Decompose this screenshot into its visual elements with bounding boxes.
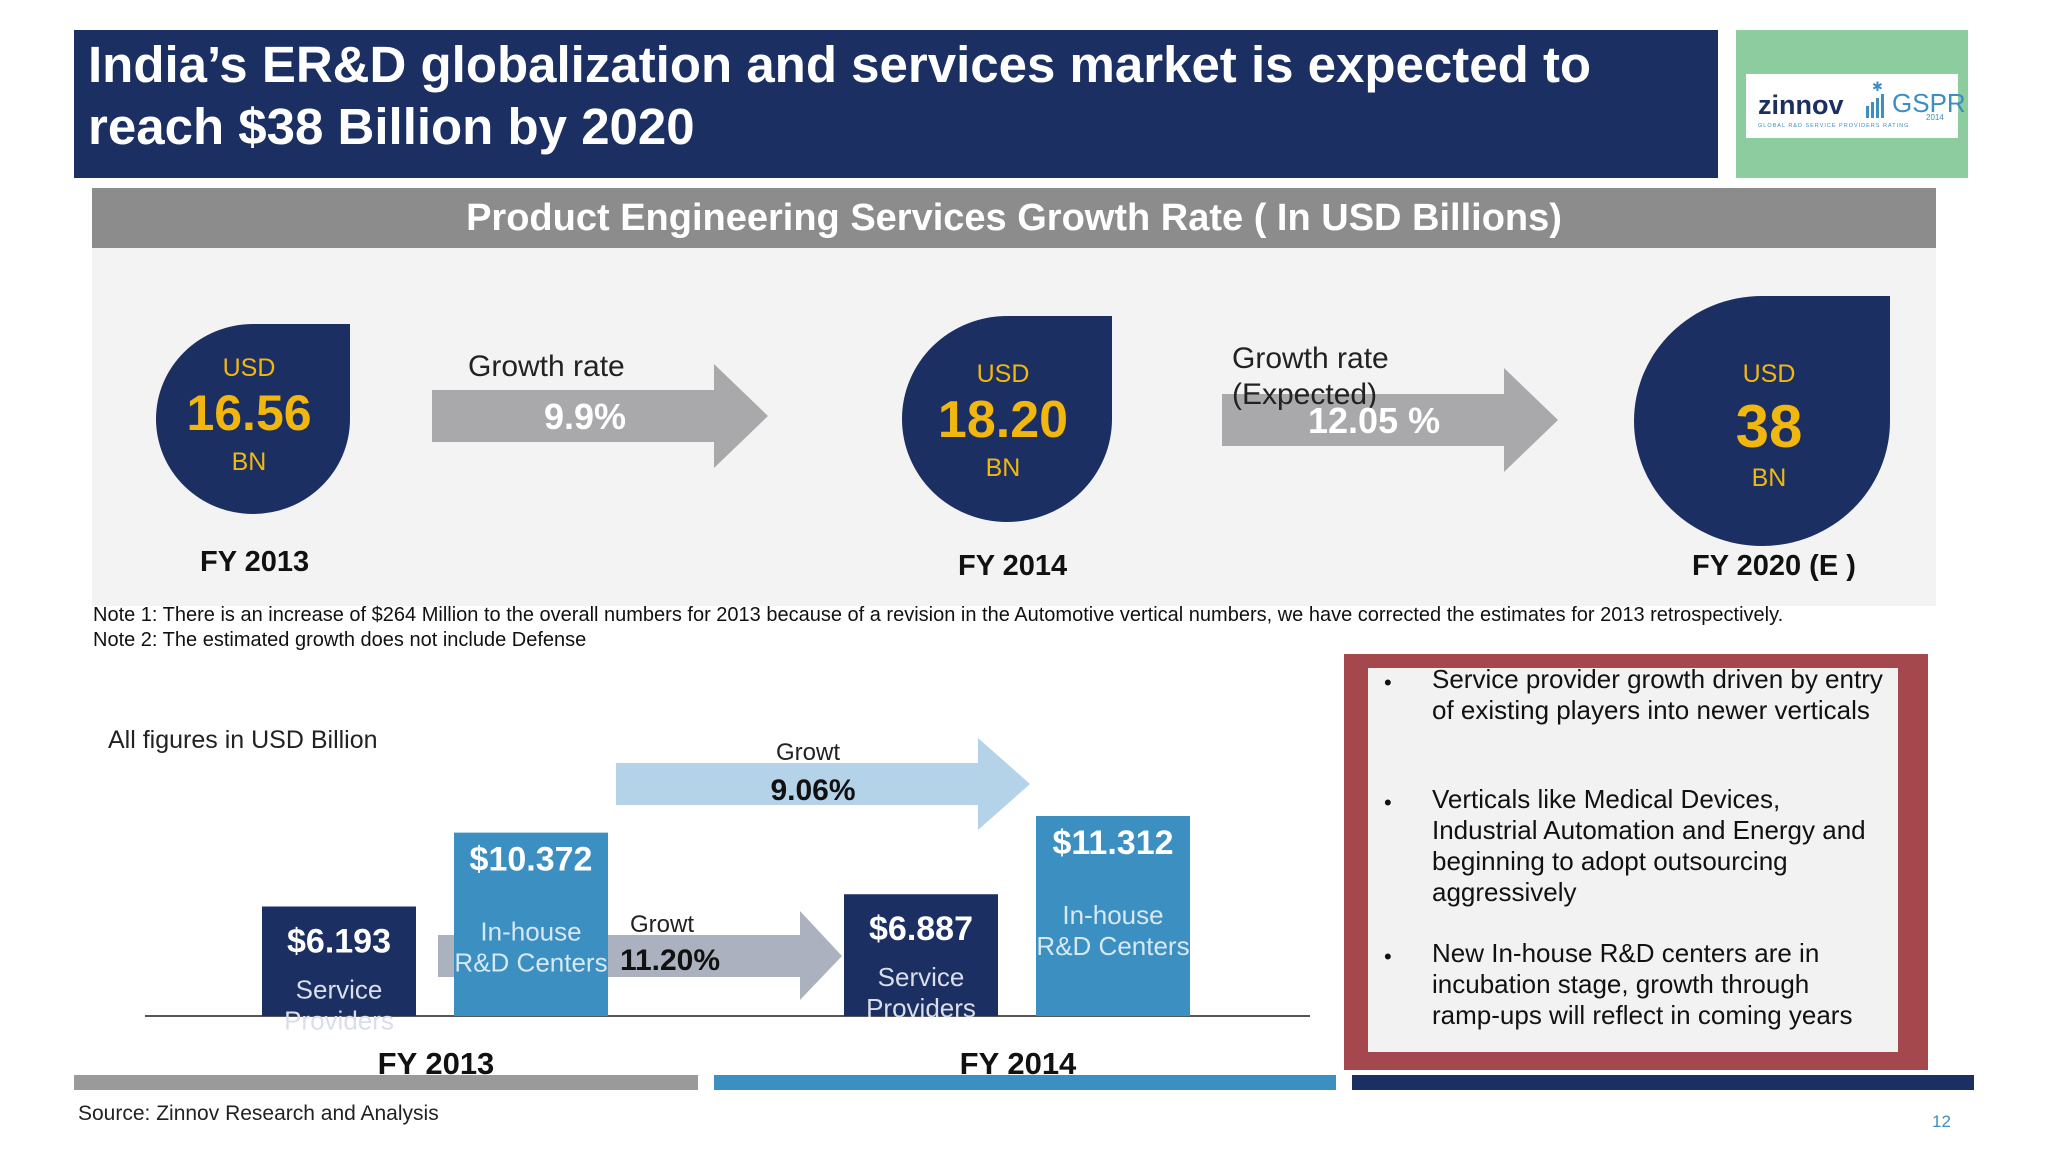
logo-card <box>1746 74 1958 138</box>
growth-value: 11.20% <box>620 944 720 977</box>
drop-value: 16.56 <box>186 385 312 441</box>
bar-service-providers <box>262 906 416 1016</box>
insight-item: New In-house R&D centers are in incubati… <box>1432 938 1853 1030</box>
value-drop-fy2014 <box>902 316 1112 522</box>
bar-value-label: $6.887 <box>869 910 973 948</box>
growth-label: Growt <box>630 911 694 938</box>
bar-series-label: In-house <box>480 917 581 947</box>
drop-unit: BN <box>985 454 1021 482</box>
bar-chart: $6.193ServiceProviders$10.372In-houseR&D… <box>145 738 1310 1081</box>
bar-inhouse-rd <box>1036 816 1190 1016</box>
bar-series-label: Service <box>296 975 383 1005</box>
drop-unit: BN <box>231 448 267 476</box>
bar-series-label: In-house <box>1062 900 1163 930</box>
growth-value: 9.06% <box>770 774 855 807</box>
source-note: Source: Zinnov Research and Analysis <box>78 1102 439 1125</box>
logo-tagline: GLOBAL R&D SERVICE PROVIDERS RATING <box>1758 123 1910 129</box>
logo-brand-text: zinnov <box>1758 90 1844 120</box>
drop-unit: BN <box>1751 464 1787 492</box>
bar-value-label: $6.193 <box>287 923 391 961</box>
growth-arrow-2-label-expected: (Expected) <box>1232 378 1378 411</box>
note-2: Note 2: The estimated growth does not in… <box>93 629 587 651</box>
signal-bars-icon <box>1866 94 1884 118</box>
insights-panel <box>1368 668 1898 1052</box>
chart-units-note: All figures in USD Billion <box>108 726 378 754</box>
footer-bar-grey <box>74 1075 698 1090</box>
drop-value: 18.20 <box>937 391 1069 449</box>
bar-series-label: Providers <box>284 1006 394 1036</box>
page-number: 12 <box>1932 1112 1951 1131</box>
drop-year-label: FY 2020 (E ) <box>1692 550 1856 582</box>
bar-inhouse-rd <box>454 832 608 1016</box>
growth-section-title: Product Engineering Services Growth Rate… <box>466 197 1562 239</box>
bullet-marker: • <box>1384 670 1392 695</box>
growth-arrow-2-value: 12.05 % <box>1308 400 1441 441</box>
growth-arrow-2-label: Growth rate <box>1232 342 1389 375</box>
growth-label: Growt <box>776 739 840 766</box>
growth-arrow-inhouse <box>616 738 1030 830</box>
growth-arrow-1-value: 9.9% <box>544 396 627 437</box>
bar-service-providers <box>844 894 998 1016</box>
bullet-marker: • <box>1384 790 1392 815</box>
title-bar <box>74 30 1718 178</box>
footer-bar-navy <box>1352 1075 1974 1090</box>
value-drop-fy2013 <box>156 324 350 514</box>
logo-product-text: GSPR <box>1892 88 1966 118</box>
page-title: India’s ER&D globalization and services … <box>88 36 1592 155</box>
growth-arrow-1-label: Growth rate <box>468 350 625 383</box>
drop-currency: USD <box>976 360 1030 388</box>
growth-arrow-2 <box>1222 368 1558 472</box>
growth-arrow-1 <box>432 364 768 468</box>
note-1: Note 1: There is an increase of $264 Mil… <box>93 604 1784 626</box>
bar-series-label: R&D Centers <box>1036 931 1189 961</box>
footer-bar-blue <box>714 1075 1336 1090</box>
bar-series-label: Service <box>878 962 965 992</box>
bullet-marker: • <box>1384 944 1392 969</box>
drop-value: 38 <box>1735 393 1803 460</box>
insight-item: Service provider growth driven by entry … <box>1432 664 1883 725</box>
bar-value-label: $10.372 <box>470 841 593 879</box>
growth-arrow-service <box>438 911 842 1000</box>
bar-value-label: $11.312 <box>1052 824 1173 862</box>
value-drop-fy2020 <box>1634 296 1890 546</box>
insight-item: Verticals like Medical Devices, Industri… <box>1432 784 1866 907</box>
drop-currency: USD <box>1742 360 1796 388</box>
drop-year-label: FY 2014 <box>958 550 1068 582</box>
star-icon: ✱ <box>1872 79 1883 94</box>
bar-series-label: Providers <box>866 993 976 1023</box>
drop-currency: USD <box>222 354 276 382</box>
logo-year: 2014 <box>1926 113 1944 122</box>
drop-year-label: FY 2013 <box>200 546 310 578</box>
growth-section-header <box>92 188 1936 248</box>
bar-series-label: R&D Centers <box>454 948 607 978</box>
